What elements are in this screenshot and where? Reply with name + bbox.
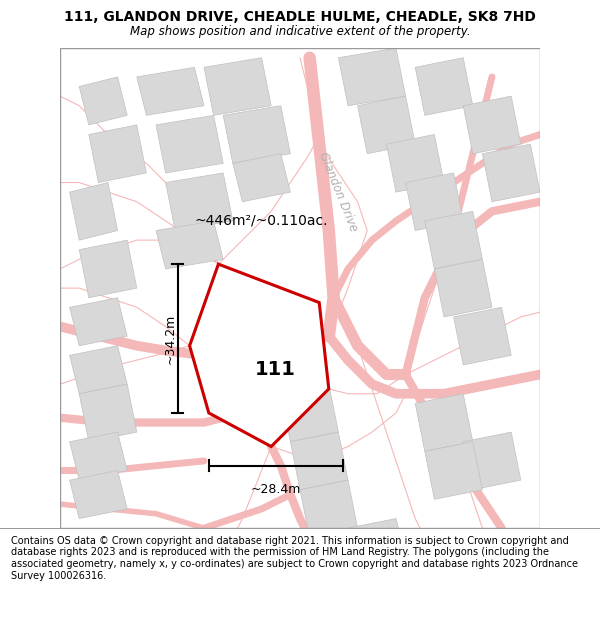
- Text: Contains OS data © Crown copyright and database right 2021. This information is : Contains OS data © Crown copyright and d…: [11, 536, 578, 581]
- Polygon shape: [482, 144, 540, 202]
- Text: Glandon Drive: Glandon Drive: [317, 151, 360, 234]
- Polygon shape: [79, 384, 137, 442]
- Text: 111: 111: [255, 360, 296, 379]
- Polygon shape: [386, 134, 444, 192]
- Polygon shape: [415, 394, 473, 451]
- Polygon shape: [290, 432, 348, 490]
- Polygon shape: [338, 48, 406, 106]
- Polygon shape: [415, 58, 473, 116]
- Polygon shape: [156, 221, 223, 269]
- Polygon shape: [137, 68, 204, 116]
- Polygon shape: [406, 173, 463, 231]
- Polygon shape: [156, 116, 223, 173]
- Polygon shape: [358, 96, 415, 154]
- Polygon shape: [89, 125, 146, 182]
- Polygon shape: [79, 77, 127, 125]
- Polygon shape: [79, 240, 137, 298]
- Polygon shape: [348, 519, 406, 566]
- Polygon shape: [425, 442, 482, 499]
- Text: ~34.2m: ~34.2m: [164, 313, 177, 364]
- Polygon shape: [281, 384, 338, 442]
- Polygon shape: [233, 154, 290, 202]
- Polygon shape: [434, 259, 492, 317]
- Polygon shape: [463, 96, 521, 154]
- Polygon shape: [70, 182, 118, 240]
- Polygon shape: [70, 298, 127, 346]
- Polygon shape: [70, 432, 127, 480]
- Polygon shape: [233, 346, 300, 403]
- Polygon shape: [223, 106, 290, 163]
- Text: 111, GLANDON DRIVE, CHEADLE HULME, CHEADLE, SK8 7HD: 111, GLANDON DRIVE, CHEADLE HULME, CHEAD…: [64, 9, 536, 24]
- Polygon shape: [463, 432, 521, 490]
- Polygon shape: [190, 264, 329, 446]
- Polygon shape: [204, 58, 271, 116]
- Text: ~28.4m: ~28.4m: [251, 482, 301, 496]
- Polygon shape: [70, 346, 127, 394]
- Text: Map shows position and indicative extent of the property.: Map shows position and indicative extent…: [130, 24, 470, 38]
- Polygon shape: [166, 173, 233, 231]
- Polygon shape: [425, 211, 482, 269]
- Polygon shape: [70, 471, 127, 519]
- Polygon shape: [454, 308, 511, 365]
- Text: ~446m²/~0.110ac.: ~446m²/~0.110ac.: [194, 214, 328, 228]
- Polygon shape: [300, 480, 358, 538]
